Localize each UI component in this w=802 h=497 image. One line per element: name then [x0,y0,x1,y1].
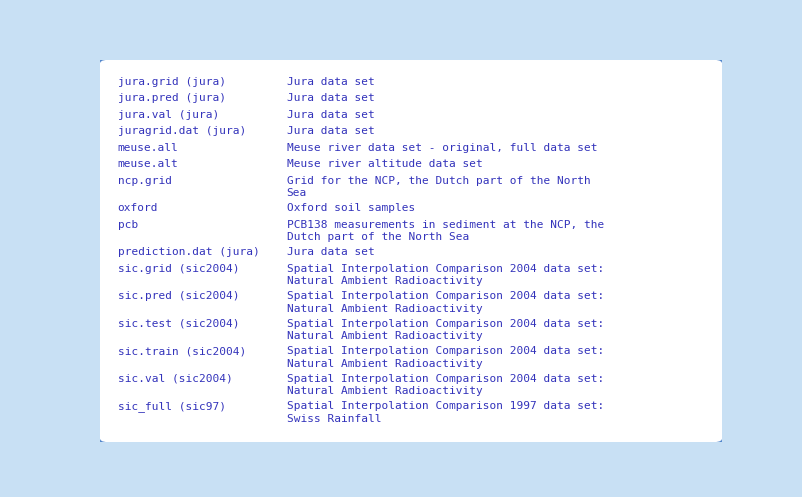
Text: Spatial Interpolation Comparison 2004 data set:
Natural Ambient Radioactivity: Spatial Interpolation Comparison 2004 da… [287,374,604,396]
FancyBboxPatch shape [99,59,723,443]
Text: sic_full (sic97): sic_full (sic97) [118,402,225,413]
Text: meuse.all: meuse.all [118,143,178,153]
Text: Spatial Interpolation Comparison 2004 data set:
Natural Ambient Radioactivity: Spatial Interpolation Comparison 2004 da… [287,319,604,341]
Text: juragrid.dat (jura): juragrid.dat (jura) [118,126,246,136]
Text: oxford: oxford [118,203,158,213]
Text: pcb: pcb [118,220,138,230]
Text: Spatial Interpolation Comparison 1997 data set:
Swiss Rainfall: Spatial Interpolation Comparison 1997 da… [287,402,604,424]
Text: jura.pred (jura): jura.pred (jura) [118,93,225,103]
Text: Oxford soil samples: Oxford soil samples [287,203,415,213]
Text: Grid for the NCP, the Dutch part of the North
Sea: Grid for the NCP, the Dutch part of the … [287,175,590,198]
Text: Spatial Interpolation Comparison 2004 data set:
Natural Ambient Radioactivity: Spatial Interpolation Comparison 2004 da… [287,263,604,286]
Text: Jura data set: Jura data set [287,126,375,136]
Text: prediction.dat (jura): prediction.dat (jura) [118,247,259,257]
Text: Spatial Interpolation Comparison 2004 data set:
Natural Ambient Radioactivity: Spatial Interpolation Comparison 2004 da… [287,291,604,314]
Text: Jura data set: Jura data set [287,93,375,103]
Text: sic.pred (sic2004): sic.pred (sic2004) [118,291,239,301]
Text: sic.grid (sic2004): sic.grid (sic2004) [118,263,239,274]
Text: jura.grid (jura): jura.grid (jura) [118,77,225,87]
Text: Jura data set: Jura data set [287,77,375,87]
Text: Jura data set: Jura data set [287,247,375,257]
Text: PCB138 measurements in sediment at the NCP, the
Dutch part of the North Sea: PCB138 measurements in sediment at the N… [287,220,604,242]
Text: jura.val (jura): jura.val (jura) [118,110,219,120]
Text: ncp.grid: ncp.grid [118,175,172,185]
Text: sic.train (sic2004): sic.train (sic2004) [118,346,246,356]
Text: Meuse river data set - original, full data set: Meuse river data set - original, full da… [287,143,597,153]
Text: Spatial Interpolation Comparison 2004 data set:
Natural Ambient Radioactivity: Spatial Interpolation Comparison 2004 da… [287,346,604,369]
Text: sic.val (sic2004): sic.val (sic2004) [118,374,233,384]
Text: sic.test (sic2004): sic.test (sic2004) [118,319,239,329]
Text: Jura data set: Jura data set [287,110,375,120]
Text: meuse.alt: meuse.alt [118,159,178,169]
Text: Meuse river altitude data set: Meuse river altitude data set [287,159,483,169]
